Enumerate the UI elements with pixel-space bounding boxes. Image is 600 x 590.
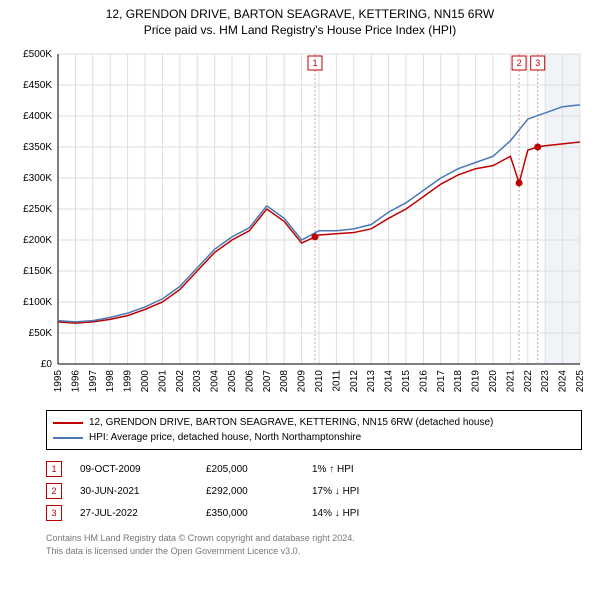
legend: 12, GRENDON DRIVE, BARTON SEAGRAVE, KETT…	[46, 410, 582, 450]
svg-text:2009: 2009	[297, 370, 308, 393]
event-row: 2 30-JUN-2021 £292,000 17% ↓ HPI	[46, 480, 582, 502]
legend-item: 12, GRENDON DRIVE, BARTON SEAGRAVE, KETT…	[53, 415, 575, 430]
legend-item: HPI: Average price, detached house, Nort…	[53, 430, 575, 445]
svg-text:2007: 2007	[262, 370, 273, 393]
svg-text:2018: 2018	[453, 370, 464, 393]
svg-text:2014: 2014	[384, 370, 395, 393]
event-date: 27-JUL-2022	[80, 508, 200, 519]
price-chart: £0 £50K £100K £150K £200K £250K £300K £350K £400…	[8, 44, 592, 404]
svg-text:2022: 2022	[523, 370, 534, 393]
svg-text:2006: 2006	[244, 370, 255, 393]
svg-text:2011: 2011	[331, 370, 342, 392]
event-price: £350,000	[206, 508, 306, 519]
svg-text:1999: 1999	[123, 370, 134, 393]
svg-text:£200K: £200K	[23, 235, 52, 246]
svg-text:2016: 2016	[418, 370, 429, 393]
event-price: £205,000	[206, 464, 306, 475]
svg-text:£150K: £150K	[23, 266, 52, 277]
svg-text:2004: 2004	[210, 370, 221, 393]
chart-area: £0 £50K £100K £150K £200K £250K £300K £350K £400…	[8, 44, 592, 404]
event-delta: 14% ↓ HPI	[312, 508, 432, 519]
event-marker: 1	[46, 461, 62, 477]
title-line-2: Price paid vs. HM Land Registry's House …	[8, 22, 592, 38]
events-table: 1 09-OCT-2009 £205,000 1% ↑ HPI 2 30-JUN-2021…	[46, 458, 582, 524]
svg-text:£500K: £500K	[23, 49, 52, 60]
svg-text:2: 2	[517, 58, 522, 68]
svg-text:2001: 2001	[157, 370, 168, 393]
svg-text:1995: 1995	[53, 370, 64, 393]
svg-text:2013: 2013	[366, 370, 377, 393]
svg-text:1997: 1997	[88, 370, 99, 393]
legend-swatch	[53, 437, 83, 439]
svg-text:2024: 2024	[558, 370, 569, 393]
svg-text:£0: £0	[41, 359, 53, 370]
svg-text:2000: 2000	[140, 370, 151, 393]
event-date: 30-JUN-2021	[80, 486, 200, 497]
event-marker: 3	[46, 505, 62, 521]
svg-text:£300K: £300K	[23, 173, 52, 184]
title-line-1: 12, GRENDON DRIVE, BARTON SEAGRAVE, KETT…	[8, 6, 592, 22]
legend-label: HPI: Average price, detached house, Nort…	[89, 430, 361, 445]
svg-text:1998: 1998	[105, 370, 116, 393]
event-row: 3 27-JUL-2022 £350,000 14% ↓ HPI	[46, 502, 582, 524]
svg-text:2002: 2002	[175, 370, 186, 393]
svg-text:1: 1	[312, 58, 317, 68]
svg-text:2025: 2025	[575, 370, 586, 393]
svg-text:£100K: £100K	[23, 297, 52, 308]
svg-text:2020: 2020	[488, 370, 499, 393]
svg-text:2015: 2015	[401, 370, 412, 393]
legend-label: 12, GRENDON DRIVE, BARTON SEAGRAVE, KETT…	[89, 415, 493, 430]
event-date: 09-OCT-2009	[80, 464, 200, 475]
event-row: 1 09-OCT-2009 £205,000 1% ↑ HPI	[46, 458, 582, 480]
svg-text:£350K: £350K	[23, 142, 52, 153]
svg-text:£450K: £450K	[23, 80, 52, 91]
svg-text:2023: 2023	[540, 370, 551, 393]
footnote: Contains HM Land Registry data © Crown c…	[46, 532, 582, 556]
event-delta: 1% ↑ HPI	[312, 464, 432, 475]
legend-swatch	[53, 422, 83, 424]
svg-text:£50K: £50K	[29, 328, 53, 339]
svg-text:2019: 2019	[471, 370, 482, 393]
svg-text:2005: 2005	[227, 370, 238, 393]
svg-text:2012: 2012	[349, 370, 360, 393]
svg-text:£250K: £250K	[23, 204, 52, 215]
event-marker: 2	[46, 483, 62, 499]
svg-text:2017: 2017	[436, 370, 447, 393]
svg-text:2010: 2010	[314, 370, 325, 393]
svg-text:2008: 2008	[279, 370, 290, 393]
svg-text:2003: 2003	[192, 370, 203, 393]
footnote-line-2: This data is licensed under the Open Gov…	[46, 545, 582, 557]
page-container: 12, GRENDON DRIVE, BARTON SEAGRAVE, KETT…	[0, 0, 600, 565]
event-price: £292,000	[206, 486, 306, 497]
svg-text:1996: 1996	[70, 370, 81, 393]
svg-text:3: 3	[535, 58, 540, 68]
svg-text:£400K: £400K	[23, 111, 52, 122]
event-delta: 17% ↓ HPI	[312, 486, 432, 497]
footnote-line-1: Contains HM Land Registry data © Crown c…	[46, 532, 582, 544]
svg-text:2021: 2021	[505, 370, 516, 393]
